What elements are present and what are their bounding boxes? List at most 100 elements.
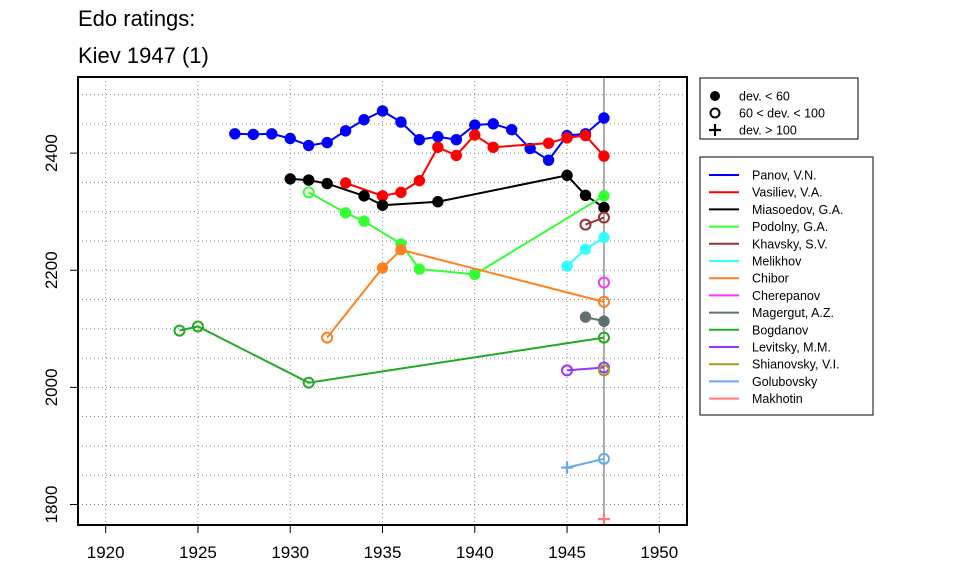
data-point bbox=[597, 295, 610, 308]
x-tick-label: 1945 bbox=[548, 543, 586, 562]
data-point bbox=[247, 128, 260, 141]
data-point bbox=[597, 211, 610, 224]
data-point bbox=[598, 112, 610, 124]
series-line bbox=[566, 457, 605, 469]
legend-label: Vasiliev, V.A. bbox=[752, 186, 823, 200]
data-point bbox=[579, 243, 592, 255]
data-point bbox=[542, 137, 555, 149]
data-point bbox=[524, 142, 536, 155]
data-point bbox=[597, 276, 610, 289]
series-13 bbox=[597, 513, 610, 526]
series-0 bbox=[229, 105, 610, 166]
data-point bbox=[376, 190, 389, 202]
data-point bbox=[598, 201, 610, 214]
data-point bbox=[598, 315, 610, 327]
legend-label: Magergut, A.Z. bbox=[752, 306, 834, 320]
data-point bbox=[598, 190, 610, 202]
x-tick-label: 1935 bbox=[364, 543, 402, 562]
legend-label: Cherepanov bbox=[752, 289, 821, 303]
series-line bbox=[585, 216, 605, 226]
data-point bbox=[395, 244, 407, 256]
data-point bbox=[284, 173, 296, 185]
data-point bbox=[450, 133, 463, 146]
series-1 bbox=[339, 129, 610, 202]
data-point bbox=[597, 513, 610, 526]
data-point bbox=[469, 268, 481, 281]
x-tick-label: 1920 bbox=[87, 543, 125, 562]
series-11 bbox=[597, 364, 610, 377]
legend-label: Makhotin bbox=[752, 392, 803, 406]
data-point bbox=[302, 186, 315, 199]
data-point bbox=[413, 133, 426, 146]
x-tick-label: 1950 bbox=[640, 543, 678, 562]
legend-marker-label: 60 < dev. < 100 bbox=[739, 107, 825, 121]
data-point bbox=[561, 169, 573, 182]
data-point bbox=[413, 174, 426, 187]
data-point bbox=[284, 132, 296, 145]
data-point bbox=[597, 452, 610, 465]
series-2 bbox=[284, 169, 610, 214]
data-point bbox=[376, 105, 389, 117]
data-point bbox=[579, 218, 592, 231]
data-point bbox=[561, 260, 573, 272]
data-point bbox=[542, 154, 555, 166]
series-line bbox=[290, 174, 605, 209]
data-point bbox=[432, 141, 444, 153]
data-point bbox=[469, 119, 481, 131]
series-layer bbox=[173, 105, 610, 526]
y-tick-label: 1800 bbox=[42, 486, 61, 524]
chart-title-line-1: Edo ratings: bbox=[78, 6, 196, 31]
data-point bbox=[450, 149, 463, 162]
chart-title-line-2: Kiev 1947 (1) bbox=[78, 43, 209, 68]
legends: dev. < 60 60 < dev. < 100 dev. > 100 Panov,… bbox=[699, 77, 874, 416]
data-point bbox=[579, 129, 592, 142]
legend-label: Melikhov bbox=[752, 255, 802, 269]
data-point bbox=[597, 364, 610, 377]
legend-label: Chibor bbox=[752, 272, 789, 286]
legend-marker-symbol bbox=[709, 107, 721, 119]
legend-marker-label: dev. > 100 bbox=[739, 124, 797, 138]
series-10 bbox=[561, 361, 610, 377]
series-line bbox=[308, 191, 605, 276]
data-point bbox=[598, 150, 610, 162]
grid bbox=[78, 77, 687, 525]
legend-label: Shianovsky, V.I. bbox=[752, 358, 840, 372]
series-5 bbox=[561, 231, 610, 272]
legend-label: Podolny, G.A. bbox=[752, 220, 828, 234]
y-tick-label: 2000 bbox=[42, 368, 61, 406]
data-point bbox=[266, 128, 278, 140]
series-8 bbox=[579, 311, 610, 327]
legend-label: Miasoedov, G.A. bbox=[752, 203, 843, 217]
data-point bbox=[173, 324, 186, 337]
data-point bbox=[302, 174, 315, 186]
legend-label: Bogdanov bbox=[752, 323, 809, 337]
data-point bbox=[432, 196, 444, 208]
series-7 bbox=[597, 276, 610, 289]
data-point bbox=[597, 331, 610, 344]
data-point bbox=[469, 129, 481, 141]
series-12 bbox=[561, 452, 610, 474]
data-point bbox=[376, 199, 389, 211]
series-4 bbox=[579, 211, 610, 231]
x-tick-label: 1925 bbox=[179, 543, 217, 562]
data-point bbox=[561, 132, 573, 144]
series-line bbox=[566, 366, 605, 372]
data-point bbox=[191, 320, 204, 333]
data-point bbox=[321, 177, 333, 190]
player-legend-box bbox=[699, 156, 874, 416]
data-point bbox=[561, 364, 574, 377]
series-6 bbox=[321, 244, 610, 344]
series-9 bbox=[173, 320, 610, 389]
data-point bbox=[487, 141, 499, 153]
legend-label: Panov, V.N. bbox=[752, 169, 817, 183]
series-3 bbox=[302, 186, 610, 281]
data-point bbox=[487, 118, 499, 130]
legend-marker-symbol bbox=[710, 91, 720, 101]
data-point bbox=[598, 231, 610, 244]
data-point bbox=[561, 461, 574, 474]
y-tick-label: 2400 bbox=[42, 134, 61, 172]
data-point bbox=[339, 177, 352, 189]
series-line bbox=[179, 325, 605, 384]
series-line bbox=[326, 248, 605, 339]
